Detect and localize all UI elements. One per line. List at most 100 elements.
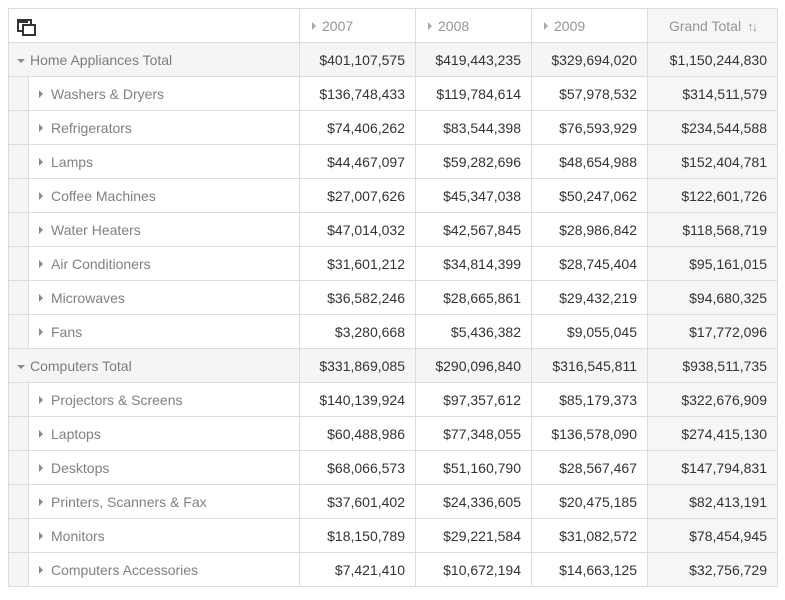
field-chooser-icon[interactable] [17,18,36,37]
expand-arrow-icon[interactable] [39,565,43,574]
row-label: Coffee Machines [51,187,156,204]
value-cell: $316,545,811 [531,348,648,383]
value-cell: $28,665,861 [415,280,532,315]
row-indent [9,485,29,518]
row-label-cell[interactable]: Monitors [8,518,300,553]
value-cell: $20,475,185 [531,484,648,519]
expand-arrow-icon[interactable] [39,191,43,200]
row-label-cell[interactable]: Air Conditioners [8,246,300,281]
row-indent [9,383,29,416]
column-header-2009[interactable]: 2009 [531,8,648,43]
collapse-arrow-icon[interactable] [17,364,25,369]
grand-total-cell: $1,150,244,830 [647,42,778,77]
row-label-cell[interactable]: Lamps [8,144,300,179]
row-label-cell[interactable]: Microwaves [8,280,300,315]
group-label: Home Appliances Total [30,51,173,68]
expand-arrow-icon[interactable] [39,225,43,234]
row-label: Lamps [51,153,94,170]
expand-arrow-icon[interactable] [39,157,43,166]
table-row: Projectors & Screens $140,139,924 $97,357,… [8,382,778,417]
value-cell: $136,578,090 [531,416,648,451]
row-indent [9,417,29,450]
row-label-cell[interactable]: Coffee Machines [8,178,300,213]
sort-icon[interactable]: ↑↓ [747,18,758,34]
value-cell: $45,347,038 [415,178,532,213]
value-cell: $42,567,845 [415,212,532,247]
row-indent [9,451,29,484]
row-label-cell[interactable]: Laptops [8,416,300,451]
column-header-2007[interactable]: 2007 [299,8,416,43]
value-cell: $3,280,668 [299,314,416,349]
value-cell: $10,672,194 [415,552,532,587]
row-label: Microwaves [51,289,125,306]
grand-total-cell: $122,601,726 [647,178,778,213]
expand-arrow-icon[interactable] [39,123,43,132]
grand-total-cell: $147,794,831 [647,450,778,485]
row-label: Water Heaters [51,221,141,238]
table-row: Water Heaters $47,014,032 $42,567,845 $28,9… [8,212,778,247]
value-cell: $28,567,467 [531,450,648,485]
group-label-cell[interactable]: Home Appliances Total [8,42,300,77]
row-indent [9,519,29,552]
expand-arrow-icon[interactable] [39,259,43,268]
row-label: Projectors & Screens [51,391,183,408]
value-cell: $48,654,988 [531,144,648,179]
expand-arrow-icon[interactable] [39,293,43,302]
table-row: Refrigerators $74,406,262 $83,544,398 $76,5… [8,110,778,145]
expand-arrow-icon[interactable] [544,21,548,30]
value-cell: $5,436,382 [415,314,532,349]
row-label-cell[interactable]: Water Heaters [8,212,300,247]
row-label-cell[interactable]: Printers, Scanners & Fax [8,484,300,519]
value-cell: $76,593,929 [531,110,648,145]
group-label: Computers Total [30,357,132,374]
row-indent [9,77,29,110]
group-row-computers-total: Computers Total $331,869,085 $290,096,840 $… [8,348,778,383]
value-cell: $290,096,840 [415,348,532,383]
table-row: Washers & Dryers $136,748,433 $119,784,614… [8,76,778,111]
value-cell: $329,694,020 [531,42,648,77]
value-cell: $401,107,575 [299,42,416,77]
grand-total-cell: $17,772,096 [647,314,778,349]
value-cell: $77,348,055 [415,416,532,451]
column-header-grand-total[interactable]: Grand Total ↑↓ [647,8,778,43]
expand-arrow-icon[interactable] [428,21,432,30]
value-cell: $57,978,532 [531,76,648,111]
grand-total-cell: $95,161,015 [647,246,778,281]
row-label-cell[interactable]: Refrigerators [8,110,300,145]
expand-arrow-icon[interactable] [39,463,43,472]
row-label: Air Conditioners [51,255,151,272]
collapse-arrow-icon[interactable] [17,58,25,63]
table-row: Coffee Machines $27,007,626 $45,347,038 $50… [8,178,778,213]
grand-total-cell: $314,511,579 [647,76,778,111]
row-label: Desktops [51,459,110,476]
expand-arrow-icon[interactable] [39,497,43,506]
grand-total-cell: $32,756,729 [647,552,778,587]
row-label: Printers, Scanners & Fax [51,493,207,510]
group-label-cell[interactable]: Computers Total [8,348,300,383]
value-cell: $60,488,986 [299,416,416,451]
value-cell: $68,066,573 [299,450,416,485]
expand-arrow-icon[interactable] [39,89,43,98]
row-indent [9,179,29,212]
row-label-cell[interactable]: Fans [8,314,300,349]
field-chooser-button[interactable] [8,8,300,43]
table-row: Printers, Scanners & Fax $37,601,402 $24,3… [8,484,778,519]
value-cell: $119,784,614 [415,76,532,111]
table-row: Laptops $60,488,986 $77,348,055 $136,578,09… [8,416,778,451]
row-label-cell[interactable]: Desktops [8,450,300,485]
row-label-cell[interactable]: Projectors & Screens [8,382,300,417]
grand-total-cell: $78,454,945 [647,518,778,553]
expand-arrow-icon[interactable] [39,395,43,404]
table-row: Microwaves $36,582,246 $28,665,861 $29,432,… [8,280,778,315]
expand-arrow-icon[interactable] [39,327,43,336]
row-indent [9,281,29,314]
pivot-grid: 2007 2008 2009 Grand Total ↑↓ Home Applia… [8,8,778,587]
row-label-cell[interactable]: Washers & Dryers [8,76,300,111]
expand-arrow-icon[interactable] [39,531,43,540]
expand-arrow-icon[interactable] [312,21,316,30]
row-label-cell[interactable]: Computers Accessories [8,552,300,587]
row-label: Washers & Dryers [51,85,165,102]
column-header-2008[interactable]: 2008 [415,8,532,43]
value-cell: $28,745,404 [531,246,648,281]
expand-arrow-icon[interactable] [39,429,43,438]
